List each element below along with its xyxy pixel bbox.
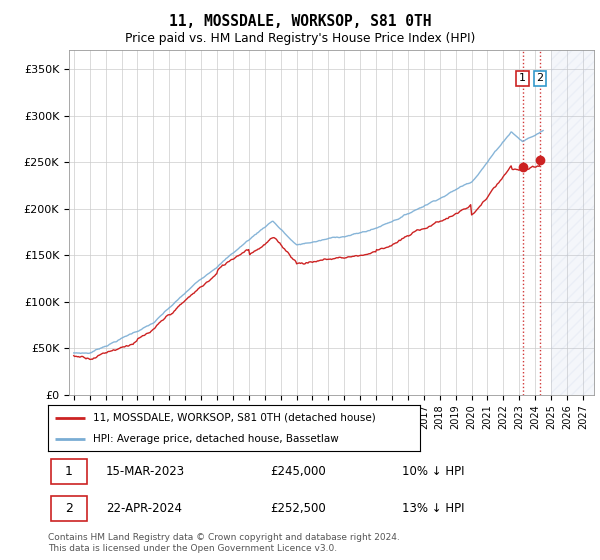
Bar [551,50,599,395]
Text: £245,000: £245,000 [270,465,326,478]
Text: Contains HM Land Registry data © Crown copyright and database right 2024.
This d: Contains HM Land Registry data © Crown c… [48,533,400,553]
Text: 1: 1 [519,73,526,83]
Text: HPI: Average price, detached house, Bassetlaw: HPI: Average price, detached house, Bass… [92,435,338,444]
FancyBboxPatch shape [50,496,86,521]
Text: Price paid vs. HM Land Registry's House Price Index (HPI): Price paid vs. HM Land Registry's House … [125,32,475,45]
Text: 11, MOSSDALE, WORKSOP, S81 0TH (detached house): 11, MOSSDALE, WORKSOP, S81 0TH (detached… [92,413,376,423]
Text: 15-MAR-2023: 15-MAR-2023 [106,465,185,478]
Text: 1: 1 [65,465,73,478]
Text: 2: 2 [536,73,544,83]
Text: £252,500: £252,500 [270,502,326,515]
Text: 22-APR-2024: 22-APR-2024 [106,502,182,515]
FancyBboxPatch shape [50,459,86,484]
Text: 10% ↓ HPI: 10% ↓ HPI [402,465,464,478]
Text: 11, MOSSDALE, WORKSOP, S81 0TH: 11, MOSSDALE, WORKSOP, S81 0TH [169,14,431,29]
Text: 2: 2 [65,502,73,515]
Text: 13% ↓ HPI: 13% ↓ HPI [402,502,464,515]
